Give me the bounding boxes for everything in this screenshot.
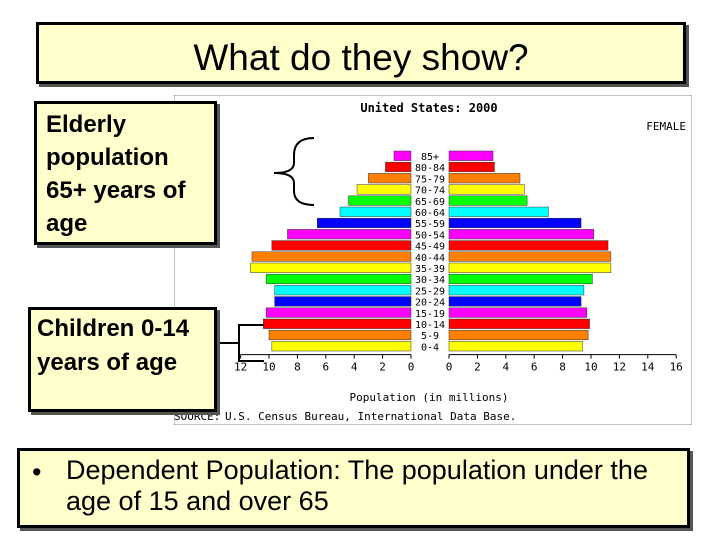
male-bar-55-59 bbox=[317, 217, 412, 229]
male-bar-25-29 bbox=[274, 285, 412, 296]
female-bar-50-54 bbox=[448, 229, 595, 240]
title-box: What do they show? bbox=[36, 22, 686, 84]
source-text: U.S. Census Bureau, International Data B… bbox=[225, 410, 516, 423]
age-label: 45-49 bbox=[415, 242, 445, 253]
age-label: 60-64 bbox=[415, 208, 445, 219]
elderly-callout: Elderly population 65+ years of age bbox=[34, 101, 217, 245]
age-label: 0-4 bbox=[421, 342, 439, 353]
male-bar-40-44 bbox=[251, 251, 412, 262]
x-tick-label-left: 8 bbox=[294, 361, 301, 374]
x-tick-label-right: 10 bbox=[584, 361, 597, 374]
female-bar-55-59 bbox=[448, 217, 582, 229]
children-label: Children 0-14 years of age bbox=[37, 315, 190, 376]
age-label: 65-69 bbox=[415, 197, 445, 208]
age-label: 40-44 bbox=[415, 253, 445, 264]
x-tick-label-right: 16 bbox=[670, 361, 683, 374]
female-bar-0-4 bbox=[448, 341, 583, 352]
age-label: 30-34 bbox=[415, 275, 445, 286]
male-bar-0-4 bbox=[271, 341, 412, 352]
male-bar-35-39 bbox=[250, 262, 412, 273]
x-axis-label: Population (in millions) bbox=[350, 391, 509, 404]
x-tick-label-right: 6 bbox=[531, 361, 538, 374]
male-bar-85+ bbox=[393, 150, 412, 161]
male-bar-20-24 bbox=[274, 296, 412, 307]
male-bar-80-84 bbox=[385, 161, 412, 173]
x-tick-label-left: 2 bbox=[379, 361, 386, 374]
female-bar-75-79 bbox=[448, 173, 521, 184]
source-prefix: SOURCE: bbox=[174, 410, 220, 423]
age-label: 55-59 bbox=[415, 219, 445, 230]
age-label: 5-9 bbox=[421, 331, 439, 342]
x-tick-label-right: 4 bbox=[502, 361, 509, 374]
x-tick-label-left: 0 bbox=[408, 361, 415, 374]
elderly-brace bbox=[273, 137, 315, 206]
age-label: 20-24 bbox=[415, 298, 445, 309]
children-bracket bbox=[219, 324, 264, 362]
male-bar-65-69 bbox=[348, 195, 412, 206]
female-bar-30-34 bbox=[448, 273, 593, 285]
female-bar-5-9 bbox=[448, 329, 589, 341]
female-bar-80-84 bbox=[448, 161, 495, 173]
female-bar-20-24 bbox=[448, 296, 582, 307]
male-bar-60-64 bbox=[339, 206, 412, 217]
x-tick-label-right: 0 bbox=[446, 361, 453, 374]
age-label: 70-74 bbox=[415, 186, 445, 197]
female-bar-45-49 bbox=[448, 240, 609, 251]
chart-title: United States: 2000 bbox=[360, 101, 497, 115]
x-tick-label-right: 14 bbox=[641, 361, 655, 374]
male-bar-30-34 bbox=[265, 273, 412, 285]
slide-title: What do they show? bbox=[193, 37, 529, 78]
male-bar-15-19 bbox=[265, 307, 412, 318]
female-bar-65-69 bbox=[448, 195, 528, 206]
female-bar-85+ bbox=[448, 150, 494, 161]
age-label: 25-29 bbox=[415, 286, 445, 297]
female-bar-70-74 bbox=[448, 184, 525, 195]
age-label: 75-79 bbox=[415, 174, 445, 185]
male-bar-70-74 bbox=[356, 184, 412, 195]
x-tick-label-left: 6 bbox=[322, 361, 329, 374]
female-bar-25-29 bbox=[448, 285, 585, 296]
age-label: 35-39 bbox=[415, 264, 445, 275]
note-text: Dependent Population: The population und… bbox=[66, 455, 648, 516]
children-callout: Children 0-14 years of age bbox=[28, 307, 217, 412]
female-bar-10-14 bbox=[448, 318, 590, 329]
male-bar-45-49 bbox=[271, 240, 412, 251]
female-bar-60-64 bbox=[448, 206, 549, 217]
male-bar-75-79 bbox=[368, 173, 412, 184]
x-tick-label-left: 12 bbox=[234, 361, 247, 374]
male-bar-10-14 bbox=[263, 318, 412, 329]
age-label: 50-54 bbox=[415, 230, 445, 241]
age-label: 80-84 bbox=[415, 163, 445, 174]
x-tick-label-right: 2 bbox=[474, 361, 481, 374]
male-bar-5-9 bbox=[268, 329, 412, 341]
elderly-label: Elderly population 65+ years of age bbox=[46, 111, 186, 237]
female-bar-35-39 bbox=[448, 262, 612, 273]
x-tick-label-left: 10 bbox=[262, 361, 275, 374]
x-tick-label-right: 12 bbox=[613, 361, 626, 374]
female-label: FEMALE bbox=[646, 120, 686, 133]
female-bar-40-44 bbox=[448, 251, 612, 262]
population-pyramid-chart: United States: 2000 FEMALE Population (i… bbox=[174, 95, 692, 425]
male-bar-50-54 bbox=[287, 229, 412, 240]
age-label: 85+ bbox=[421, 152, 439, 163]
note-box: • Dependent Population: The population u… bbox=[17, 448, 690, 528]
age-label: 10-14 bbox=[415, 320, 445, 331]
bullet-icon: • bbox=[32, 457, 42, 487]
x-tick-label-left: 4 bbox=[351, 361, 358, 374]
age-label: 15-19 bbox=[415, 309, 445, 320]
x-tick-label-right: 8 bbox=[559, 361, 566, 374]
female-bar-15-19 bbox=[448, 307, 587, 318]
